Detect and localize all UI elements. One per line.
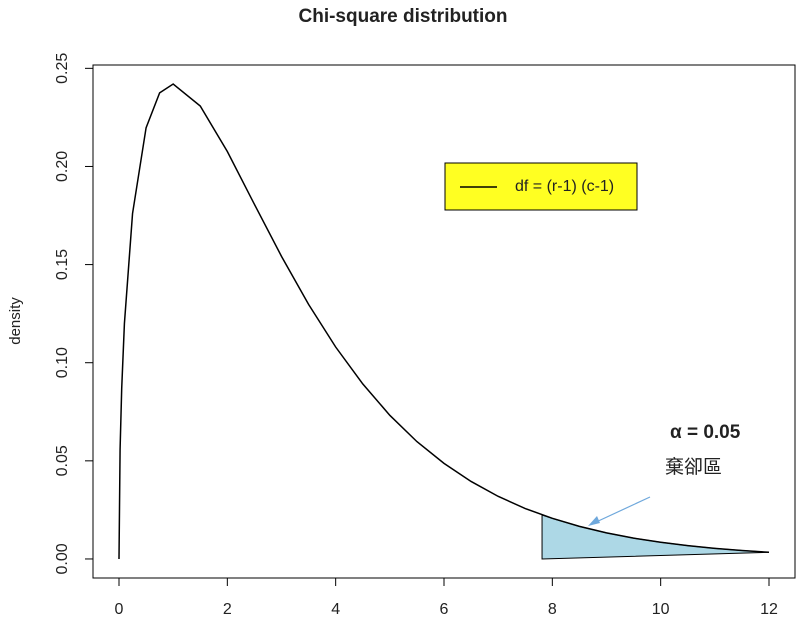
density-curve: [118, 83, 770, 559]
annotation-arrow: [593, 496, 651, 524]
y-axis-label: density: [7, 297, 24, 345]
x-tick-label: 10: [652, 601, 670, 618]
x-tick-label: 8: [548, 601, 557, 618]
annotation-arrowhead: [588, 516, 600, 526]
annotation-alpha: α = 0.05: [670, 422, 741, 443]
y-tick-label: 0.10: [54, 347, 71, 378]
y-tick-label: 0.25: [54, 53, 71, 84]
legend-label: df = (r-1) (c-1): [515, 178, 614, 195]
x-tick-label: 2: [223, 601, 232, 618]
x-tick-label: 4: [331, 601, 340, 618]
x-tick-label: 0: [115, 601, 124, 618]
y-tick-label: 0.05: [54, 445, 71, 476]
chart-title: Chi-square distribution: [299, 6, 508, 27]
x-tick-label: 6: [440, 601, 449, 618]
plot-frame: [92, 64, 796, 579]
x-tick-label: 12: [760, 601, 778, 618]
y-tick-label: 0.00: [54, 543, 71, 574]
y-tick-label: 0.15: [54, 249, 71, 280]
annotation-region: 棄卻區: [665, 456, 722, 478]
rejection-area: [541, 514, 770, 560]
y-tick-label: 0.20: [54, 151, 71, 182]
